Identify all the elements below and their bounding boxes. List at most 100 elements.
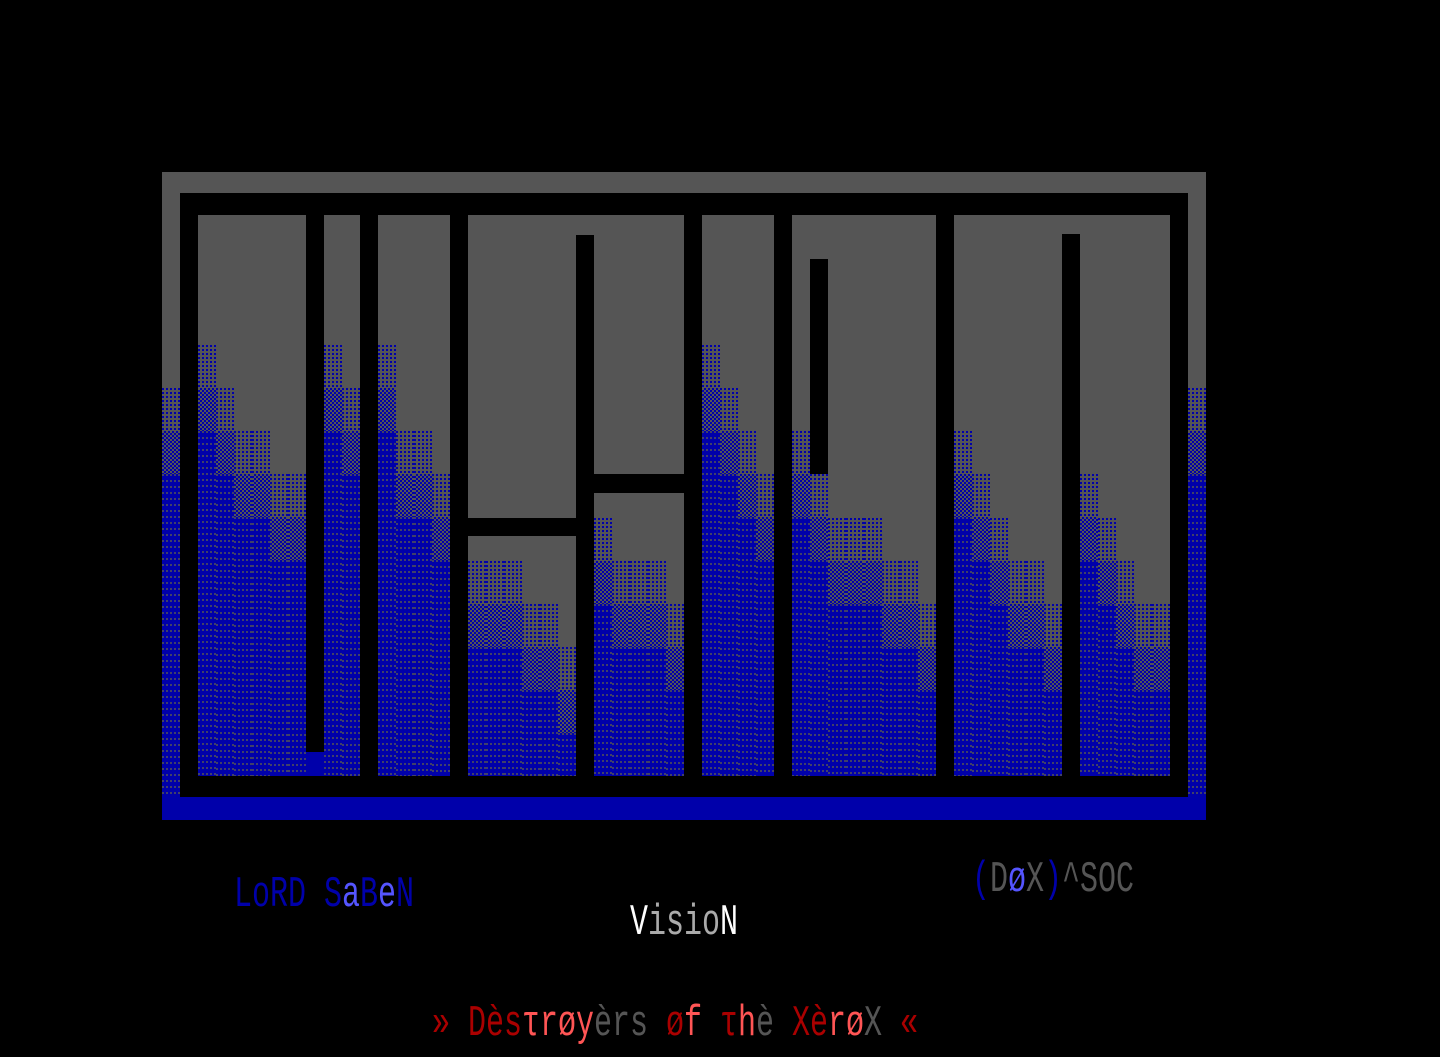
skyline-bar: [324, 431, 342, 776]
letter-o-stroke: [810, 259, 828, 474]
skyline-bar: [216, 388, 234, 431]
skyline-bar: [864, 518, 882, 561]
skyline-bar: [558, 733, 576, 776]
skyline-bar: [756, 517, 774, 560]
glyph: »: [432, 1000, 451, 1050]
letter-n-stroke: [936, 215, 954, 776]
skyline-bar: [288, 474, 306, 517]
glyph: i: [648, 899, 667, 949]
glyph: r: [612, 1000, 631, 1050]
skyline-bar: [270, 560, 288, 776]
skyline-bar: [828, 604, 846, 776]
skyline-bar: [1026, 647, 1044, 776]
skyline-bar: [486, 604, 504, 647]
skyline-bar: [234, 474, 252, 517]
skyline-bar: [1188, 431, 1206, 474]
skyline-bar: [900, 604, 918, 647]
glyph: s: [630, 1000, 649, 1050]
letter-i-stroke: [360, 215, 378, 776]
glyph: D: [990, 856, 1009, 906]
skyline-bar: [1044, 647, 1062, 690]
glyph: [774, 979, 792, 1041]
skyline-bar: [378, 431, 396, 776]
skyline-bar: [954, 431, 972, 474]
skyline-bar: [1098, 604, 1116, 776]
skyline-bar: [864, 604, 882, 776]
skyline-bar: [270, 517, 288, 560]
glyph: R: [270, 871, 289, 921]
skyline-bar: [198, 431, 216, 776]
skyline-bar: [324, 345, 342, 388]
glyph: D: [468, 1000, 487, 1050]
skyline-bar: [900, 647, 918, 776]
glyph: B: [360, 871, 379, 921]
skyline-bar: [414, 517, 432, 776]
skyline-bar: [1044, 604, 1062, 647]
skyline-bar: [1044, 690, 1062, 776]
letter-i-stroke: [684, 215, 702, 776]
skyline-bar: [1188, 388, 1206, 431]
glyph: V: [630, 899, 649, 949]
skyline-bar: [738, 517, 756, 776]
glyph: τ: [720, 1000, 739, 1050]
glyph: D: [288, 871, 307, 921]
glyph: r: [828, 1000, 847, 1050]
skyline-bar: [846, 604, 864, 776]
skyline-bar: [648, 561, 666, 604]
skyline-bar: [522, 604, 540, 647]
glyph: S: [1080, 856, 1099, 906]
glyph: [882, 979, 900, 1041]
skyline-bar: [594, 561, 612, 604]
skyline-bar: [396, 474, 414, 517]
skyline-bar: [396, 431, 414, 474]
skyline-bar: [666, 647, 684, 690]
skyline-bar: [324, 388, 342, 431]
skyline-bar: [594, 604, 612, 776]
glyph: r: [540, 1000, 559, 1050]
letter-n-stroke: [1062, 234, 1080, 776]
skyline-bar: [612, 604, 630, 647]
glyph: o: [702, 899, 721, 949]
skyline-bar: [792, 517, 810, 776]
skyline-bar: [1026, 561, 1044, 604]
skyline-bar: [648, 604, 666, 647]
skyline-bar: [720, 431, 738, 474]
glyph: X: [864, 1000, 883, 1050]
skyline-bar: [738, 431, 756, 474]
skyline-bar: [612, 561, 630, 604]
skyline-bar: [756, 560, 774, 776]
skyline-bar: [432, 474, 450, 517]
skyline-bar: [342, 431, 360, 474]
skyline-bar: [342, 388, 360, 431]
skyline-bar: [990, 604, 1008, 776]
skyline-bar: [1134, 647, 1152, 690]
skyline-bar: [252, 431, 270, 474]
skyline-bar: [1116, 561, 1134, 604]
skyline-bar: [864, 561, 882, 604]
skyline-bar: [1188, 474, 1206, 797]
skyline-bar: [216, 431, 234, 474]
skyline-bar: [630, 604, 648, 647]
glyph: h: [738, 1000, 757, 1050]
glyph: X: [792, 1000, 811, 1050]
skyline-bar: [162, 474, 180, 797]
skyline-bar: [1008, 647, 1026, 776]
skyline-bar: [198, 388, 216, 431]
group-tagline: » Dèsτrøyèrs øf τhè XèrøX «: [432, 989, 918, 1049]
skyline-bar: [468, 604, 486, 647]
glyph: [702, 979, 720, 1041]
skyline-bar: [378, 345, 396, 388]
glyph: ø: [846, 1000, 865, 1050]
skyline-bar: [882, 647, 900, 776]
glyph: X: [1026, 856, 1045, 906]
skyline-bar: [1134, 690, 1152, 776]
letter-o-stroke: [774, 215, 792, 776]
skyline-bar: [666, 690, 684, 776]
skyline-bar: [414, 474, 432, 517]
skyline-bar: [558, 690, 576, 733]
skyline-bar: [954, 517, 972, 776]
skyline-bar: [702, 388, 720, 431]
skyline-bar: [198, 345, 216, 388]
skyline-bar: [630, 647, 648, 776]
skyline-bar: [972, 474, 990, 517]
